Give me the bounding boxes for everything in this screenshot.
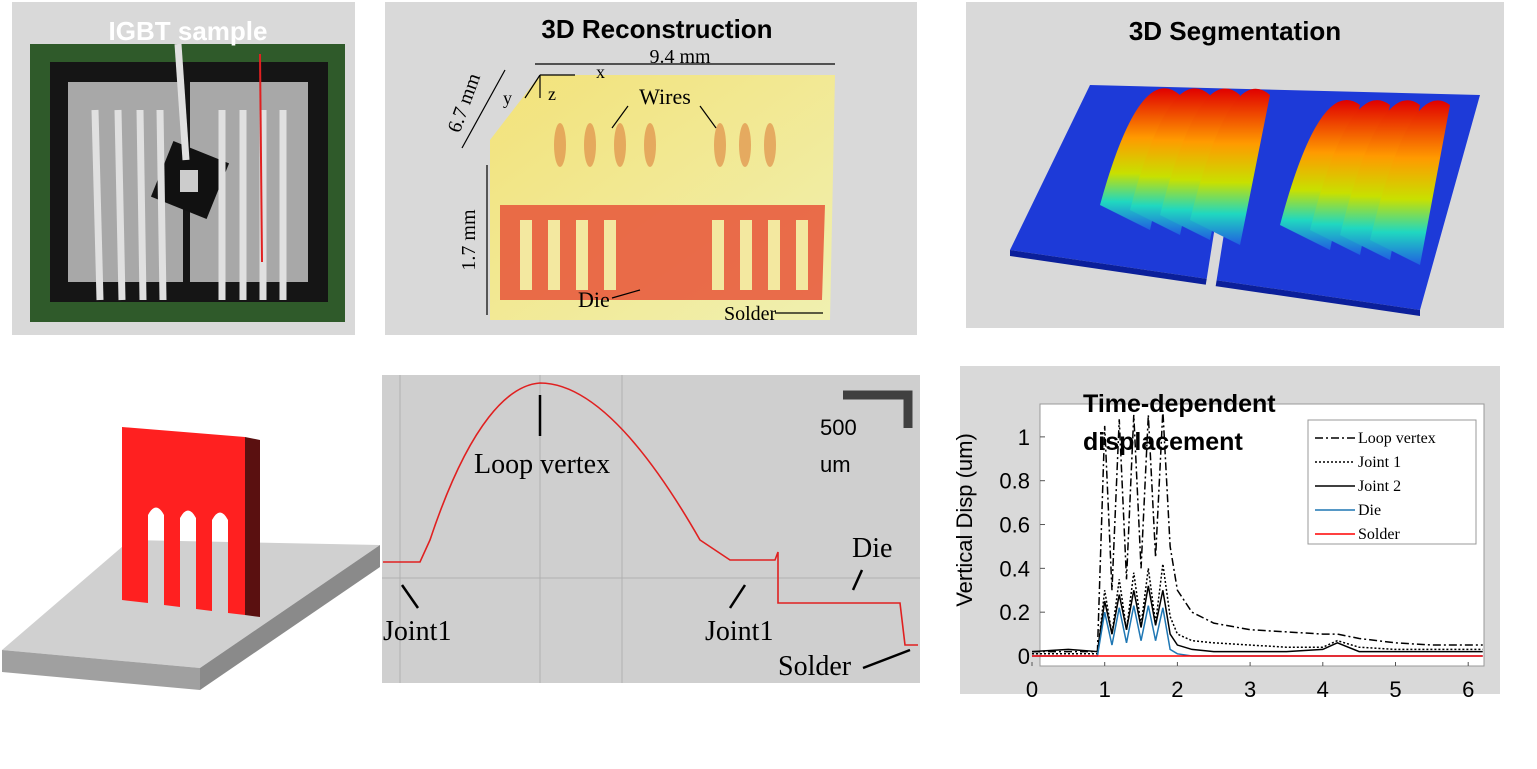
annotation: Wires — [639, 84, 691, 109]
y-tick-label: 0.6 — [999, 513, 1030, 538]
y-tick-label: 0.8 — [999, 469, 1030, 494]
legend-label: Die — [1358, 502, 1381, 519]
igbt-panel: IGBT sample — [12, 2, 355, 335]
panel-title: 3D Reconstruction — [541, 14, 772, 44]
panel-title: 3D Segmentation — [1129, 16, 1341, 46]
annotation: Die — [852, 533, 892, 564]
scale-unit: um — [820, 452, 851, 477]
model-panel — [2, 427, 380, 690]
chart: Vertical Disp (um) 0 1 2 3 4 5 6 0 0.2 0.4 0.6 0.8 1… — [952, 366, 1500, 702]
segmentation-panel: 3D Segmentation — [966, 2, 1504, 328]
x-tick-label: 5 — [1389, 677, 1401, 702]
annotation: Solder — [724, 303, 777, 325]
legend-label: Joint 1 — [1358, 454, 1401, 471]
annotation: Joint1 — [383, 616, 451, 647]
scale-value: 500 — [820, 415, 857, 440]
axis-label: x — [596, 62, 605, 82]
y-tick-label: 0 — [1018, 644, 1030, 669]
annotation: Solder — [778, 651, 852, 682]
x-tick-label: 4 — [1317, 677, 1329, 702]
axis-label: z — [548, 84, 556, 104]
x-tick-label: 0 — [1026, 677, 1038, 702]
legend-label: Loop vertex — [1358, 430, 1436, 447]
cross-section-panel: 500 um Loop vertex Joint1 Joint1 Die Sol… — [382, 375, 920, 683]
reconstruction-panel: 3D Reconstruction 9.4 mm x y z 6.7 mm 1.… — [385, 2, 917, 335]
legend-label: Joint 2 — [1358, 478, 1401, 495]
x-tick-label: 6 — [1462, 677, 1474, 702]
x-tick-label: 2 — [1171, 677, 1183, 702]
y-tick-label: 1 — [1018, 425, 1030, 450]
annotation: Loop vertex — [474, 449, 610, 480]
series-line — [1032, 410, 1483, 653]
annotation: Joint1 — [705, 616, 773, 647]
y-tick-label: 0.4 — [999, 556, 1030, 581]
series-line — [1031, 585, 1483, 653]
x-tick-label: 1 — [1099, 677, 1111, 702]
x-tick-label: 3 — [1244, 677, 1256, 702]
axis-label: y — [503, 88, 512, 108]
dimension-label: 1.7 mm — [458, 209, 480, 271]
y-tick-label: 0.2 — [999, 600, 1030, 625]
legend-box — [1307, 419, 1477, 545]
panel-title: IGBT sample — [109, 16, 268, 46]
y-axis-label: Vertical Disp (um) — [952, 433, 977, 607]
legend-label: Solder — [1358, 526, 1400, 543]
chart-title: Time-dependent displacement — [1083, 390, 1276, 456]
dimension-label: 9.4 mm — [649, 46, 711, 68]
annotation: Die — [578, 287, 610, 312]
